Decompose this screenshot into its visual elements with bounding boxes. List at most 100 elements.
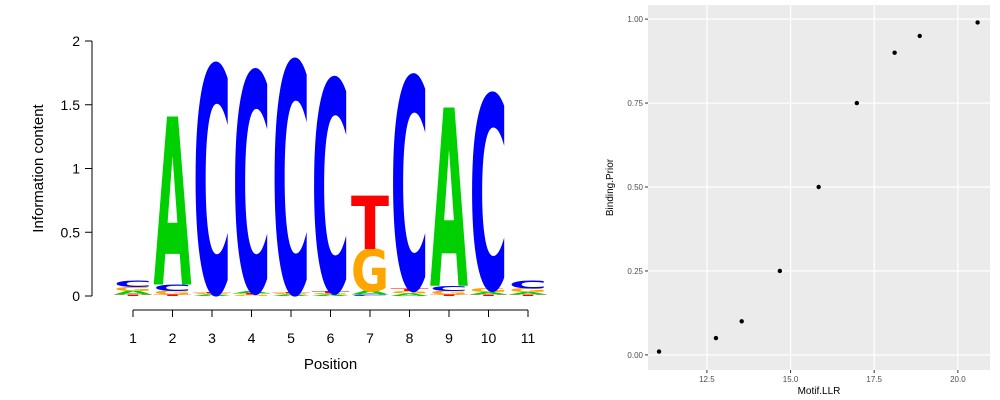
letter-group: A bbox=[233, 290, 271, 294]
y-tick-label: 0.5 bbox=[61, 224, 81, 240]
letter: C bbox=[193, 4, 231, 366]
letter: A bbox=[233, 290, 271, 294]
letter: G bbox=[272, 293, 310, 295]
letter-group: C bbox=[154, 283, 192, 293]
point bbox=[892, 50, 897, 55]
letter: T bbox=[470, 294, 508, 296]
y-tick-label: 1.00 bbox=[627, 15, 643, 24]
letter-group: A bbox=[351, 290, 389, 296]
letter-group: A bbox=[312, 294, 350, 296]
letter-group: C bbox=[312, 23, 350, 361]
letter: C bbox=[509, 279, 547, 291]
letter: A bbox=[391, 293, 429, 297]
letter: A bbox=[193, 294, 231, 296]
letter: C bbox=[470, 43, 508, 352]
letter-group: T bbox=[312, 290, 351, 294]
letter-group: G bbox=[430, 290, 468, 296]
letter-group: A bbox=[193, 294, 231, 296]
letter: G bbox=[391, 290, 429, 294]
letter-group: C bbox=[272, 0, 310, 367]
x-tick-label: 11 bbox=[521, 330, 536, 346]
x-tick-label: 15.0 bbox=[783, 375, 799, 384]
letter: A bbox=[312, 294, 350, 296]
letter-group: T bbox=[272, 292, 310, 294]
letter: C bbox=[154, 283, 192, 293]
y-axis-label: Binding.Prior bbox=[605, 158, 616, 216]
x-tick-label: 5 bbox=[287, 330, 295, 346]
y-tick-label: 0 bbox=[72, 288, 80, 304]
letter-group: G bbox=[351, 238, 389, 305]
x-tick-label: 1 bbox=[129, 330, 137, 346]
letter-group: G bbox=[391, 290, 429, 294]
point bbox=[656, 349, 662, 354]
letter: C bbox=[272, 0, 310, 367]
letter: T bbox=[391, 288, 430, 292]
letter-group: T bbox=[509, 294, 547, 296]
letter-group: G bbox=[470, 287, 508, 293]
letter: T bbox=[312, 290, 351, 294]
letter-group: G bbox=[509, 287, 547, 293]
letter-group: T bbox=[430, 294, 468, 296]
y-tick-label: 0.50 bbox=[627, 183, 643, 192]
letter-group: T bbox=[233, 293, 271, 295]
point bbox=[739, 319, 744, 324]
letter: C bbox=[114, 279, 152, 289]
letter-group: T bbox=[351, 182, 389, 267]
letter: A bbox=[114, 290, 152, 296]
letter: A bbox=[470, 292, 508, 296]
y-tick-label: 1.5 bbox=[61, 97, 81, 113]
letter-group: G bbox=[154, 290, 192, 296]
letter-group: A bbox=[272, 294, 310, 296]
letter-group: A bbox=[470, 292, 508, 296]
letter-group: T bbox=[391, 288, 430, 292]
letter-group: A bbox=[391, 293, 429, 297]
letter: A bbox=[430, 59, 468, 343]
letter: C bbox=[430, 285, 468, 293]
letter-group: A bbox=[154, 73, 192, 340]
letter-group: G bbox=[193, 293, 231, 295]
letter-group: C bbox=[509, 279, 547, 291]
x-tick-label: 2 bbox=[169, 330, 177, 346]
x-tick-label: 9 bbox=[445, 330, 453, 346]
letter-group: C bbox=[430, 285, 468, 293]
letter: G bbox=[509, 287, 547, 293]
letter: G bbox=[430, 290, 468, 296]
point bbox=[777, 268, 783, 274]
point bbox=[854, 100, 860, 106]
letter-group: A bbox=[509, 292, 547, 296]
y-axis-label: Information content bbox=[30, 103, 47, 232]
letter-group: C bbox=[470, 43, 508, 352]
x-tick-label: 12.5 bbox=[699, 375, 715, 384]
letter-group: T bbox=[154, 294, 192, 296]
letter-group: T bbox=[470, 294, 508, 296]
letter: T bbox=[509, 294, 547, 296]
letter-group: A bbox=[430, 59, 468, 343]
letter: T bbox=[233, 293, 271, 295]
letter: T bbox=[154, 294, 192, 296]
letter-group: A bbox=[114, 290, 152, 296]
x-axis-label: Motif.LLR bbox=[798, 386, 841, 397]
x-tick-label: 4 bbox=[248, 330, 256, 346]
y-tick-label: 0.25 bbox=[627, 267, 643, 276]
letter: C bbox=[391, 20, 429, 358]
y-tick-label: 2 bbox=[72, 33, 80, 49]
y-tick-label: 1 bbox=[72, 161, 80, 177]
x-tick-label: 6 bbox=[327, 330, 335, 346]
point bbox=[917, 33, 922, 39]
letter: G bbox=[193, 293, 231, 295]
letter: C bbox=[312, 23, 350, 361]
letter: A bbox=[272, 294, 310, 296]
letter: A bbox=[154, 73, 192, 340]
letter-group: C bbox=[351, 294, 389, 296]
x-tick-label: 3 bbox=[208, 330, 216, 346]
letter-group: C bbox=[114, 279, 152, 289]
letter: T bbox=[430, 294, 468, 296]
letter-group: T bbox=[114, 294, 152, 296]
letter-group: C bbox=[193, 4, 231, 366]
letter: T bbox=[114, 294, 152, 296]
letter-group: C bbox=[391, 20, 429, 358]
x-tick-label: 10 bbox=[481, 330, 497, 346]
letter-group: G bbox=[114, 286, 152, 292]
